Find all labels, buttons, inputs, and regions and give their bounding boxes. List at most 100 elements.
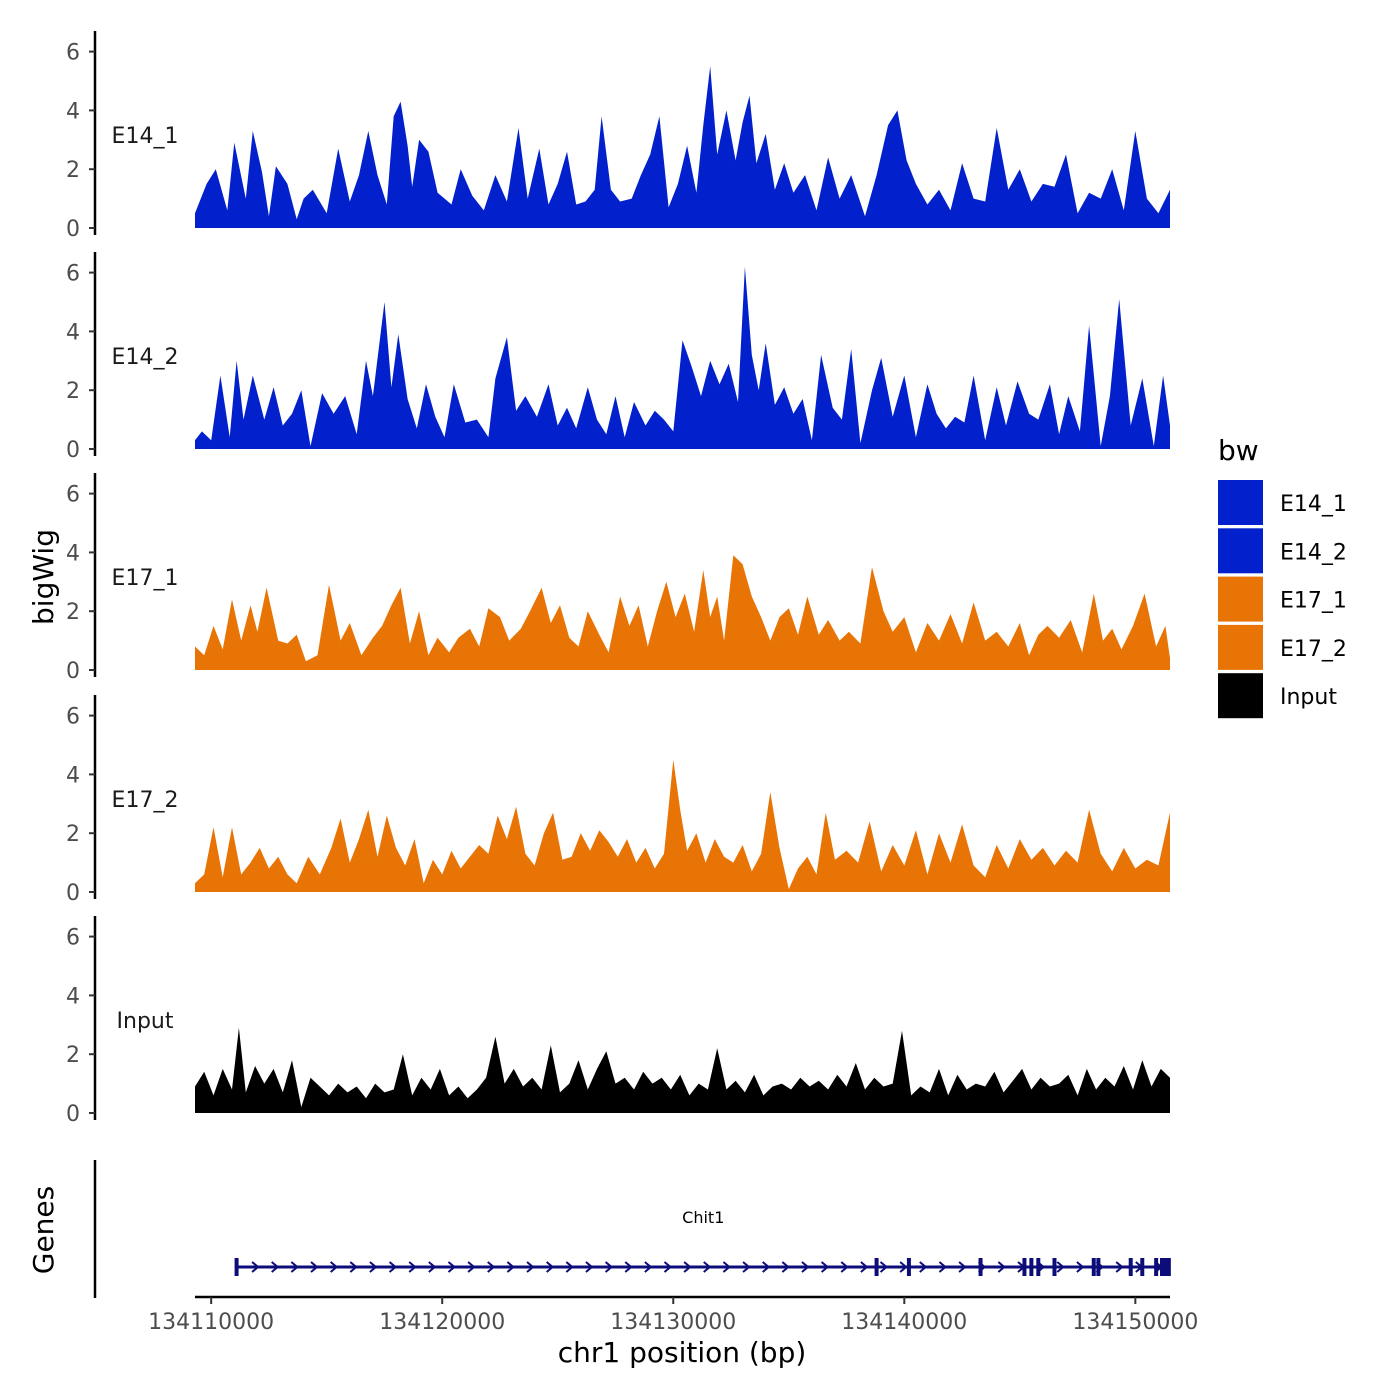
strand-arrow: [585, 1261, 594, 1273]
strand-arrow: [938, 1261, 947, 1273]
strand-arrow: [487, 1261, 496, 1273]
strand-arrow: [644, 1261, 653, 1273]
y-tick-label: 6: [66, 705, 80, 730]
gene-label: Chit1: [682, 1208, 724, 1227]
strand-arrow: [349, 1261, 358, 1273]
y-tick-label: 6: [66, 41, 80, 66]
y-tick-label: 2: [66, 600, 80, 625]
gene-exon: [1154, 1258, 1159, 1276]
strand-arrow: [722, 1261, 731, 1273]
legend-swatch-E17_1: [1218, 576, 1263, 622]
track-label-E17_2: E17_2: [112, 788, 179, 813]
strand-arrow: [840, 1261, 849, 1273]
track-panel-E17_1: 0 2 4 6 E17_1: [66, 473, 1170, 684]
gene-exon: [1128, 1258, 1133, 1276]
strand-arrow: [604, 1261, 614, 1273]
strand-arrow: [860, 1261, 869, 1273]
y-tick-label: 0: [66, 881, 80, 906]
strand-arrow: [742, 1261, 751, 1273]
track-label-Input: Input: [117, 1009, 174, 1034]
strand-arrow: [663, 1261, 673, 1273]
strand-arrow: [919, 1261, 928, 1273]
legend-swatch-E14_1: [1218, 480, 1263, 525]
strand-arrow: [1076, 1261, 1085, 1273]
y-tick-label: 6: [66, 483, 80, 508]
strand-arrow: [683, 1261, 692, 1273]
gene-exon: [1140, 1258, 1145, 1276]
track-panels: 0 2 4 6 E14_1 0 2 4 6 E14_2 0 2 4 6 E17_1 0 2 4 6 E17_2 0 2 4 6…: [66, 31, 1170, 1127]
strand-arrow: [820, 1261, 830, 1273]
strand-arrow: [388, 1261, 398, 1273]
y-tick-label: 4: [66, 541, 80, 566]
gene-exon: [1022, 1258, 1027, 1276]
y-tick-label: 6: [66, 926, 80, 951]
gene-exon: [906, 1258, 911, 1276]
strand-arrow: [251, 1261, 260, 1273]
y-tick-label: 4: [66, 320, 80, 345]
strand-arrow: [958, 1261, 967, 1273]
x-axis-title: chr1 position (bp): [558, 1336, 807, 1369]
strand-arrow: [624, 1261, 633, 1273]
legend-label-E14_2: E14_2: [1280, 540, 1347, 565]
strand-arrow: [781, 1261, 790, 1273]
legend-label-E14_1: E14_1: [1280, 492, 1347, 517]
legend-label-E17_2: E17_2: [1280, 637, 1347, 662]
x-tick-label: 134150000: [1072, 1310, 1198, 1335]
track-panel-E14_1: 0 2 4 6 E14_1: [66, 31, 1170, 242]
track-panel-E17_2: 0 2 4 6 E17_2: [66, 695, 1170, 906]
strand-arrow: [290, 1261, 299, 1273]
y-tick-label: 0: [66, 438, 80, 463]
gene-exon: [1029, 1258, 1034, 1276]
y-tick-label: 4: [66, 763, 80, 788]
coverage-area-E17_1: [195, 555, 1170, 670]
strand-arrow: [271, 1261, 280, 1273]
legend-label-E17_1: E17_1: [1280, 589, 1347, 614]
track-label-E17_1: E17_1: [112, 566, 179, 591]
gene-exon: [1096, 1258, 1101, 1276]
gene-exon: [1091, 1258, 1096, 1276]
x-axis: 134110000 134120000 134130000 134140000 1341…: [148, 1295, 1198, 1335]
gene-exon: [234, 1258, 239, 1276]
gene-exon: [874, 1258, 879, 1276]
strand-arrow: [801, 1261, 810, 1273]
strand-arrow: [546, 1261, 555, 1273]
track-panel-E14_2: 0 2 4 6 E14_2: [66, 252, 1170, 463]
gene-exon: [1052, 1258, 1057, 1276]
strand-arrow: [879, 1261, 889, 1273]
y-tick-label: 0: [66, 659, 80, 684]
strand-arrow: [899, 1261, 908, 1273]
legend-swatch-E14_2: [1218, 528, 1263, 574]
strand-arrow: [369, 1261, 378, 1273]
strand-arrow: [506, 1261, 515, 1273]
coverage-area-Input: [195, 1027, 1170, 1113]
y-tick-label: 2: [66, 158, 80, 183]
x-tick-label: 134110000: [148, 1310, 274, 1335]
y-tick-label: 4: [66, 984, 80, 1009]
y-axis-title: bigWig: [27, 529, 60, 625]
track-panel-Input: 0 2 4 6 Input: [66, 916, 1170, 1127]
x-tick-label: 134140000: [841, 1310, 967, 1335]
coverage-area-E14_1: [195, 66, 1170, 228]
track-label-E14_1: E14_1: [112, 124, 179, 149]
gene-panel: Chit1: [93, 1160, 1171, 1298]
legend-label-Input: Input: [1280, 685, 1337, 710]
legend-swatch-E17_2: [1218, 624, 1263, 670]
strand-arrow: [1056, 1261, 1065, 1273]
strand-arrow: [329, 1261, 339, 1273]
y-tick-label: 0: [66, 1102, 80, 1127]
strand-arrow: [565, 1261, 574, 1273]
y-tick-label: 2: [66, 379, 80, 404]
strand-arrow: [762, 1261, 771, 1273]
legend-title: bw: [1218, 434, 1259, 467]
y-tick-label: 4: [66, 99, 80, 124]
legend-swatch-Input: [1218, 673, 1263, 719]
x-tick-label: 134120000: [379, 1310, 505, 1335]
gene-exon-last: [1160, 1258, 1170, 1276]
strand-arrow: [703, 1261, 712, 1273]
strand-arrow: [310, 1261, 319, 1273]
strand-arrow: [526, 1261, 535, 1273]
strand-arrow: [467, 1261, 476, 1273]
legend: bw E14_1 E14_2 E17_1 E17_2 Input: [1218, 434, 1347, 719]
track-label-E14_2: E14_2: [112, 345, 179, 370]
